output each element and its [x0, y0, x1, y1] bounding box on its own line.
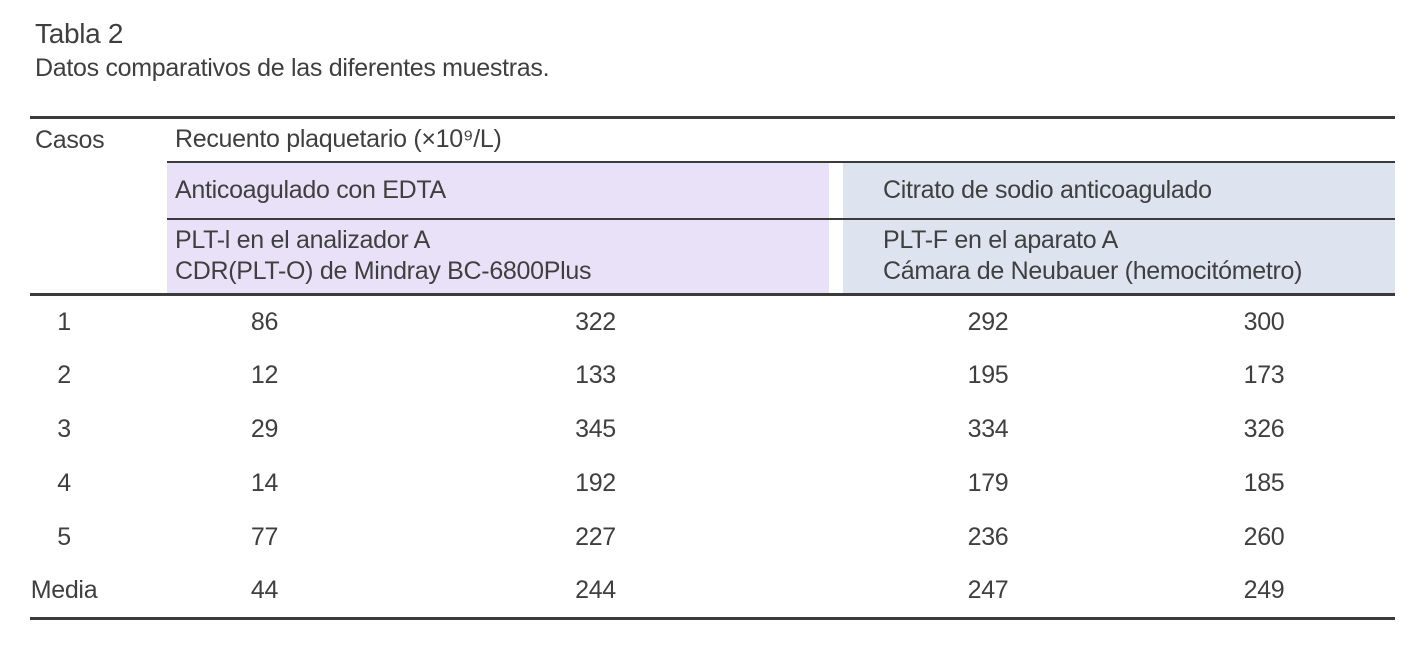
band-gap [829, 295, 843, 349]
table-row: 1 86 322 292 300 [30, 295, 1395, 349]
cell-value: 247 [843, 564, 1133, 620]
cell-value: 29 [250, 415, 279, 443]
spacer-cell [98, 295, 167, 349]
spacer-cell [98, 349, 167, 403]
cell-value: 236 [967, 523, 1009, 551]
cell-value: 192 [575, 469, 616, 497]
spacer-cell [98, 116, 167, 162]
cell-caso: 5 [57, 523, 71, 551]
subheader-edta-line1: PLT-l en el analizador A [175, 226, 430, 255]
cell-value: 345 [575, 415, 616, 443]
cell-value: 14 [250, 469, 279, 497]
table-row: 2 12 133 195 173 [30, 349, 1395, 403]
subheader-citrate-line2: Cámara de Neubauer (hemocitómetro) [883, 257, 1303, 286]
spacer-cell [98, 403, 167, 457]
cell-value: 133 [575, 361, 616, 389]
table-row: 3 29 345 334 326 [30, 403, 1395, 457]
cell-value: 173 [1243, 361, 1285, 389]
cell-value: 86 [250, 307, 279, 336]
group-header-citrate: Citrato de sodio anticoagulado [843, 161, 1395, 220]
spacer-cell [98, 218, 167, 296]
table-row-media: Media 44 244 247 249 [30, 564, 1395, 620]
band-gap [829, 161, 843, 220]
cell-value: 244 [362, 564, 829, 620]
spacer-cell [30, 218, 98, 296]
cell-value: 179 [967, 469, 1009, 497]
subheader-edta-line2: CDR(PLT-O) de Mindray BC-6800Plus [175, 257, 592, 286]
cell-caso: 3 [57, 415, 71, 443]
table-title: Tabla 2 [35, 18, 124, 49]
band-gap [829, 457, 843, 511]
col-header-casos: Casos [30, 116, 105, 162]
cell-value: 292 [967, 307, 1009, 336]
table-row: 4 14 192 179 185 [30, 457, 1395, 511]
spacer-cell [30, 162, 98, 219]
spacer-cell [98, 564, 167, 620]
cell-value: 326 [1243, 415, 1285, 443]
band-gap [829, 403, 843, 457]
cell-value: 260 [1243, 523, 1285, 551]
cell-value: 12 [250, 361, 279, 389]
header-row-methods: PLT-l en el analizador A CDR(PLT-O) de M… [30, 218, 1395, 296]
subheader-citrate-methods: PLT-F en el aparato A Cámara de Neubauer… [843, 218, 1395, 296]
cell-value: 77 [250, 523, 279, 551]
cell-value: 44 [167, 564, 362, 620]
cell-caso: 1 [57, 307, 71, 336]
cell-value: 322 [575, 307, 616, 336]
cell-caso: 2 [57, 361, 71, 389]
header-row-groups: Anticoagulado con EDTA Citrato de sodio … [30, 161, 1395, 220]
table-caption: Datos comparativos de las diferentes mue… [35, 54, 550, 82]
spacer-cell [98, 162, 167, 219]
band-gap [829, 564, 843, 620]
band-gap [829, 218, 843, 296]
comparative-data-table: Casos Recuento plaquetario (×10⁹/L) Anti… [30, 116, 1395, 620]
col-header-measure: Recuento plaquetario (×10⁹/L) [167, 116, 1395, 163]
cell-value: 300 [1243, 307, 1285, 336]
subheader-edta-methods: PLT-l en el analizador A CDR(PLT-O) de M… [167, 218, 829, 296]
band-gap [829, 349, 843, 403]
header-row-main: Casos Recuento plaquetario (×10⁹/L) [30, 116, 1395, 163]
cell-value: 334 [967, 415, 1009, 443]
cell-caso: Media [30, 564, 98, 620]
cell-value: 249 [1133, 564, 1395, 620]
spacer-cell [98, 511, 167, 565]
cell-caso: 4 [57, 469, 71, 497]
spacer-cell [98, 457, 167, 511]
cell-value: 227 [575, 523, 616, 551]
cell-value: 185 [1243, 469, 1285, 497]
paper-table-figure: Tabla 2 Datos comparativos de las difere… [30, 18, 1395, 620]
band-gap [829, 511, 843, 565]
cell-value: 195 [967, 361, 1009, 389]
group-header-edta: Anticoagulado con EDTA [167, 161, 829, 220]
table-row: 5 77 227 236 260 [30, 511, 1395, 565]
subheader-citrate-line1: PLT-F en el aparato A [883, 226, 1119, 255]
